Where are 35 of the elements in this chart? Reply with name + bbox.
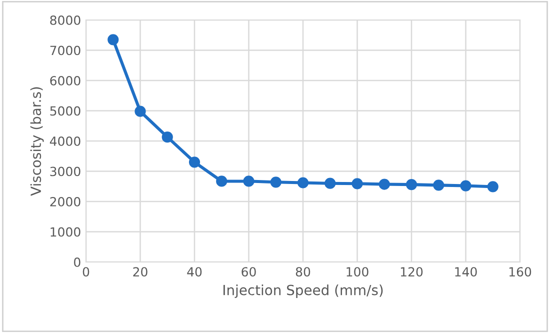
y-tick-label: 2000 <box>50 196 80 206</box>
x-tick-label: 0 <box>82 267 90 277</box>
y-tick-label: 5000 <box>50 106 80 116</box>
x-tick-label: 40 <box>187 267 202 277</box>
point <box>188 156 200 168</box>
x-axis-title: Injection Speed (mm/s) <box>224 284 383 298</box>
point <box>324 178 336 189</box>
point <box>270 176 282 188</box>
point <box>216 176 228 187</box>
point <box>108 34 119 46</box>
x-tick-label: 120 <box>400 267 423 277</box>
x-tick-label: 20 <box>133 267 148 277</box>
y-tick-label: 8000 <box>50 15 80 25</box>
y-tick-label: 4000 <box>50 136 80 146</box>
y-tick-label: 6000 <box>50 76 80 86</box>
point <box>134 106 146 117</box>
point <box>487 181 498 192</box>
point <box>243 176 254 187</box>
y-axis-title: Viscosity (bar.s) <box>30 87 44 196</box>
y-tick-label: 0 <box>74 257 80 267</box>
point <box>460 180 472 192</box>
x-tick-label: 140 <box>455 267 477 277</box>
y-tick-label: 1000 <box>50 227 80 237</box>
point <box>297 177 309 188</box>
x-tick-label: 100 <box>346 267 368 277</box>
x-tick-label: 60 <box>242 267 256 277</box>
x-tick-label: 160 <box>509 267 532 277</box>
point <box>406 179 418 190</box>
point <box>162 132 173 143</box>
x-tick-label: 80 <box>296 267 310 277</box>
y-tick-label: 7000 <box>50 46 80 56</box>
point <box>378 178 390 190</box>
point <box>352 178 363 190</box>
point <box>433 180 444 191</box>
y-tick-label: 3000 <box>50 166 80 176</box>
